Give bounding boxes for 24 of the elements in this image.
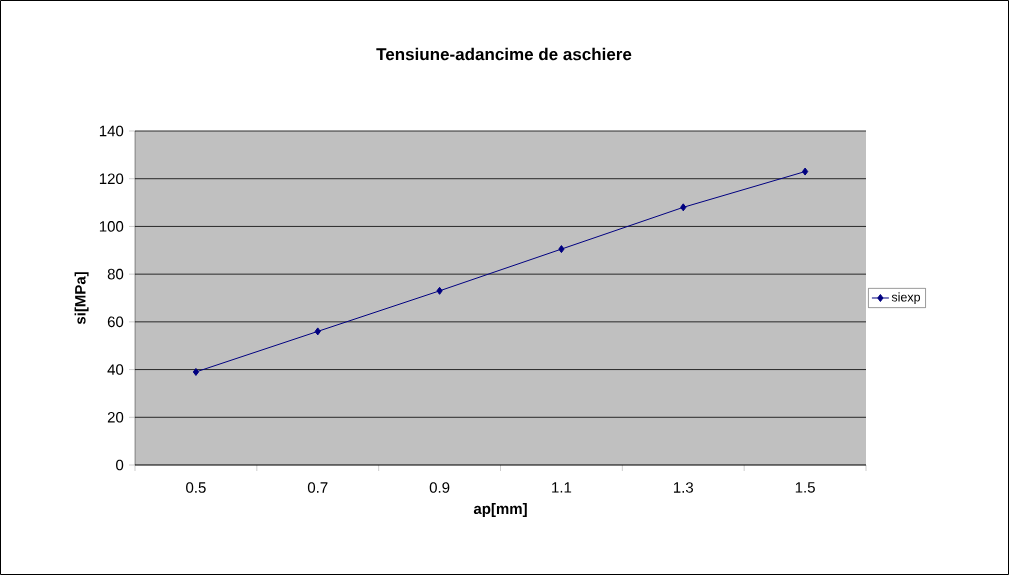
y-tick-label: 0 (116, 459, 124, 471)
point (314, 327, 321, 336)
x-axis-title: ap[mm] (473, 503, 527, 517)
y-tick-label: 140 (99, 125, 124, 137)
point (801, 167, 809, 176)
y-tick-label: 40 (107, 364, 124, 375)
x-tick-label: 0.5 (186, 482, 206, 493)
point (436, 286, 443, 295)
y-tick-label: 20 (107, 411, 124, 423)
point (558, 245, 565, 254)
x-tick-label: 0.7 (307, 482, 328, 493)
y-tick-label: 100 (99, 221, 124, 232)
x-tick-label: 0.9 (429, 482, 450, 493)
y-tick-label: 60 (107, 316, 124, 328)
y-axis-title: si[MPa] (74, 272, 89, 325)
legend-label: siexp (891, 292, 921, 304)
x-tick-label: 1.3 (673, 482, 694, 493)
x-tick-label: 1.5 (795, 482, 815, 493)
y-tick-label: 80 (107, 268, 124, 280)
point (192, 367, 200, 376)
point (680, 203, 687, 212)
x-tick-label: 1.1 (552, 482, 572, 493)
chart-title: Tensiune-adancime de aschiere (376, 47, 632, 61)
y-tick-label: 120 (99, 173, 124, 185)
